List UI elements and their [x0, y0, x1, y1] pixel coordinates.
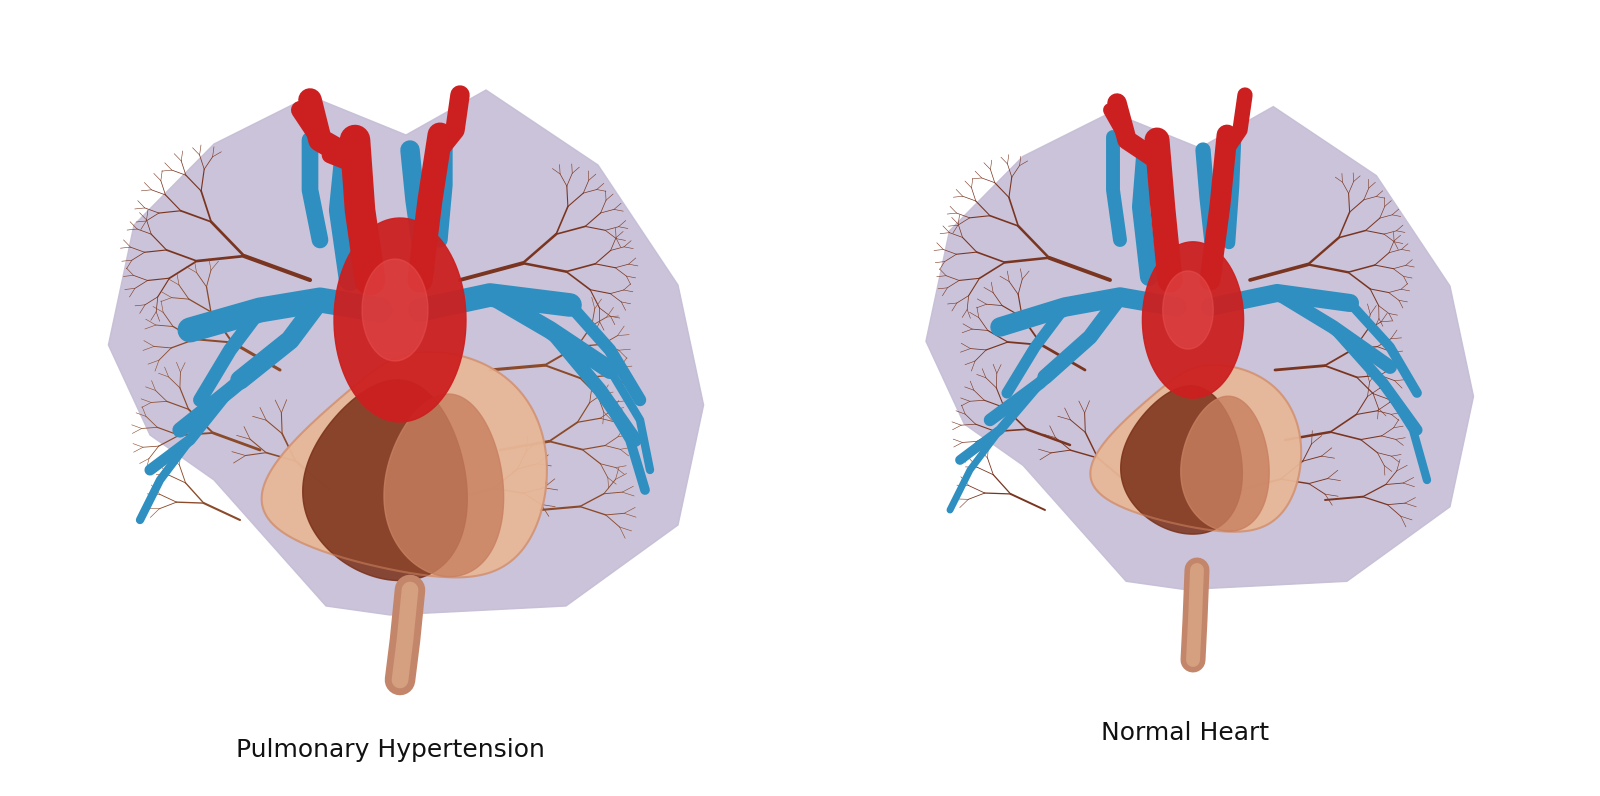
Polygon shape: [262, 352, 547, 577]
Polygon shape: [334, 218, 466, 422]
Polygon shape: [1142, 242, 1243, 398]
Polygon shape: [1120, 386, 1242, 534]
Polygon shape: [109, 90, 704, 615]
Polygon shape: [926, 107, 1474, 590]
Text: Pulmonary Hypertension: Pulmonary Hypertension: [235, 738, 544, 762]
Polygon shape: [302, 380, 467, 580]
Polygon shape: [362, 259, 429, 361]
Polygon shape: [1090, 365, 1301, 532]
Polygon shape: [1181, 396, 1269, 531]
Text: Normal Heart: Normal Heart: [1101, 721, 1269, 745]
Polygon shape: [384, 394, 504, 576]
Polygon shape: [1163, 271, 1213, 349]
